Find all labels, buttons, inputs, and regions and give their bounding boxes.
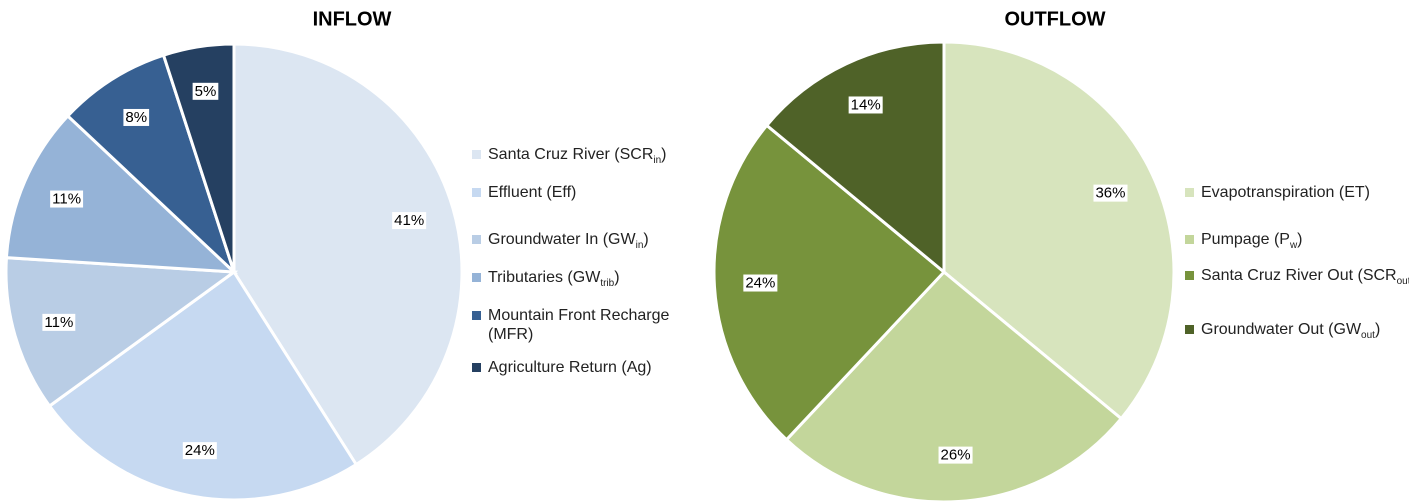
legend-item: Groundwater Out (GWout) [1185,320,1409,345]
legend-item: Effluent (Eff) [472,183,718,202]
legend-text: Evapotranspiration (ET) [1201,184,1370,201]
legend-text: trib [600,278,615,290]
value-label-bg [182,442,217,460]
legend-swatch [472,188,481,197]
legend-swatch [472,273,481,282]
legend-swatch [472,363,481,372]
value-label: 26% [941,447,971,464]
legend-text: Agriculture Return (Ag) [488,359,652,376]
legend-item: Santa Cruz River Out (SCRout) [1185,266,1409,291]
legend-text: in [635,240,644,252]
value-label: 36% [1095,185,1125,202]
legend-text: ) [1297,231,1303,248]
value-label-bg [1093,184,1128,202]
legend-text: Santa Cruz River Out (SCR [1201,267,1397,284]
value-label-bg [848,96,883,114]
value-label-bg [938,446,973,464]
legend-text: Effluent (Eff) [488,184,577,201]
value-label-bg [50,190,84,208]
value-label: 8% [125,109,147,126]
legend-swatch [1185,271,1194,280]
value-label-bg [392,212,427,230]
pie-slice [712,123,947,442]
value-label: 5% [195,83,217,100]
legend-text: ) [614,269,620,286]
legend-text: out [1361,330,1375,342]
value-label-bg [192,82,219,100]
legend-item: Mountain Front Recharge (MFR) [472,306,718,344]
legend-item: Tributaries (GWtrib) [472,268,718,293]
legend-text: Santa Cruz River (SCR [488,146,654,163]
value-label: 24% [745,275,775,292]
value-label-bg [743,274,778,292]
pie-slice [65,53,236,274]
legend-text: Pumpage (P [1201,231,1290,248]
pie-slice [161,42,236,273]
legend-text: ) [643,231,649,248]
legend-text: out [1396,276,1409,288]
legend-item: Groundwater In (GWin) [472,230,718,255]
chart-title: OUTFLOW [1004,8,1105,30]
legend-swatch [1185,188,1194,197]
value-label: 11% [44,314,73,331]
legend-text: Groundwater In (GW [488,231,636,248]
value-label-bg [123,108,150,126]
value-label: 14% [851,96,881,113]
value-label: 41% [394,212,424,229]
legend-swatch [472,235,481,244]
legend-text: ) [1374,321,1381,338]
legend-item: Pumpage (Pw) [1185,230,1409,255]
legend-text: Tributaries (GW [488,269,601,286]
legend-item: Santa Cruz River (SCRin) [472,145,718,170]
pie-slice [764,40,946,276]
legend-swatch [472,311,481,320]
value-label: 24% [185,442,215,459]
legend-item: Agriculture Return (Ag) [472,358,718,377]
chart-title: INFLOW [313,8,392,30]
legend-swatch [1185,325,1194,334]
value-label-bg [42,313,76,331]
legend-text: w [1289,240,1298,252]
legend-text: Mountain Front Recharge (MFR) [488,307,670,343]
pie-slice [942,40,1176,421]
pie-slice [4,113,239,274]
legend-swatch [1185,235,1194,244]
value-label: 11% [52,191,81,208]
legend-text: in [653,155,662,167]
legend-text: ) [661,146,667,163]
legend-text: Groundwater Out (GW [1201,321,1362,338]
legend-item: Evapotranspiration (ET) [1185,183,1409,202]
pie-slice [4,256,239,409]
legend-swatch [472,150,481,159]
pie-slice [47,269,359,502]
